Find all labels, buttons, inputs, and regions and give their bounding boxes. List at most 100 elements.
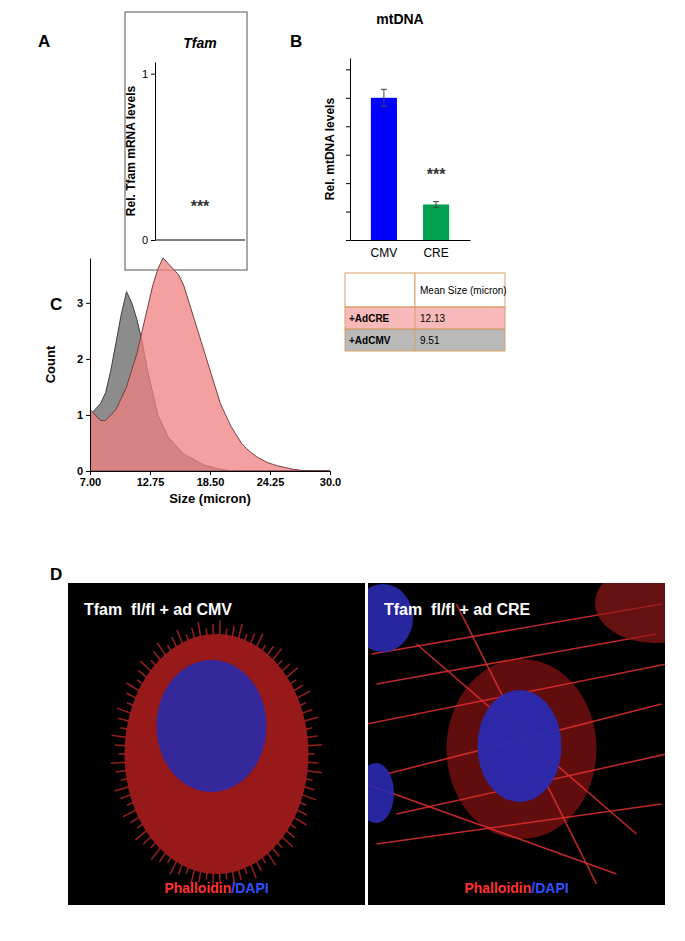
y-axis-line [350, 59, 351, 241]
panel-label: D [50, 565, 62, 584]
legend-divider [415, 329, 416, 351]
image-title: Tfam fl/fl + ad CRE [384, 601, 531, 618]
y-axis: 01 [142, 63, 156, 247]
tick: 12.75 [137, 471, 165, 488]
error-bar [381, 89, 387, 106]
tick-label: 2 [77, 353, 83, 365]
tick: 0 [77, 465, 90, 477]
stain-label-part: /DAPI [231, 880, 268, 896]
stain-label-part: Phalloidin [164, 880, 231, 896]
tick-mark [346, 155, 350, 156]
y-axis-title: Rel. Tfam mRNA levels [124, 86, 138, 217]
tick-label: 7.00 [80, 476, 101, 488]
tick-mark [86, 303, 90, 304]
legend-value: 12.13 [420, 313, 445, 324]
actin-protrusion [293, 817, 307, 825]
area-chart: 7.00 12.75 18.50 24.25 30.0 0 1 2 3 Size (micron)… [43, 258, 507, 506]
panel-label: C [50, 295, 62, 314]
actin-protrusion [135, 830, 147, 840]
tick-mark [346, 69, 350, 70]
actin-protrusion [238, 624, 242, 640]
stress-fiber [417, 644, 637, 834]
y-axis [346, 59, 351, 241]
tick-mark [270, 471, 271, 475]
actin-protrusion [306, 745, 322, 746]
x-axis-line [155, 240, 245, 241]
actin-protrusion [117, 708, 132, 713]
y-axis: 0 1 2 3 [77, 259, 91, 478]
tick-mark [346, 98, 350, 99]
tick-mark [86, 471, 90, 472]
tick: 1 [77, 409, 90, 421]
annotation: *** [191, 198, 210, 215]
actin-protrusion [170, 860, 177, 874]
stain-label-part: Phalloidin [464, 880, 531, 896]
legend-divider [415, 307, 416, 329]
area [90, 258, 330, 471]
actin-protrusion [115, 787, 130, 791]
actin-protrusion [303, 717, 318, 721]
y-axis-title: Rel. mtDNA levels [323, 98, 337, 201]
x-axis: CMV CRE [351, 241, 471, 260]
tick-label: 3 [77, 297, 83, 309]
cell-illustration [368, 583, 665, 884]
legend-title: Mean Size (micron) [420, 285, 507, 296]
legend-row [345, 329, 505, 351]
x-axis-title: Size (micron) [169, 491, 251, 506]
actin-protrusion [151, 847, 161, 860]
y-axis-line [90, 259, 91, 472]
tick: CRE [423, 246, 448, 260]
tick [346, 155, 350, 156]
nucleus [368, 584, 413, 652]
legend-row [345, 307, 505, 329]
tick-label: 18.50 [197, 476, 225, 488]
chart-title: Tfam [183, 35, 216, 51]
tick-mark [86, 359, 90, 360]
annotation: *** [427, 166, 446, 183]
tick-mark [346, 126, 350, 127]
nucleus [157, 660, 267, 792]
tick-label: CRE [423, 246, 448, 260]
actin-protrusion [140, 661, 152, 672]
tick-label: 30.0 [320, 476, 341, 488]
tick: 2 [77, 353, 90, 365]
bar-chart: CMVCRE***mtDNARel. mtDNA levels [323, 11, 471, 260]
micrograph: Tfam fl/fl + ad CREPhalloidin/DAPI [353, 563, 685, 905]
tick [346, 183, 350, 184]
actin-protrusion [306, 770, 322, 772]
actin-protrusion [219, 620, 221, 636]
image-panel: Tfam fl/fl + ad CMVPhalloidin/DAPITfam f… [68, 563, 685, 905]
bar [423, 204, 449, 240]
panel-label: A [38, 32, 50, 51]
tick-label: CMV [371, 246, 398, 260]
plot-area [90, 258, 330, 471]
error-bar [433, 202, 439, 208]
y-axis-title: Count [43, 345, 58, 383]
legend-value: 9.51 [420, 335, 440, 346]
error-bar-cap [433, 201, 439, 202]
tick-label: 1 [142, 68, 148, 80]
tick [346, 126, 350, 127]
legend-header-cell [345, 273, 415, 307]
tick-label: 0 [142, 234, 148, 246]
cell-body [125, 634, 309, 874]
image-title: Tfam fl/fl + ad CMV [84, 601, 232, 618]
tick: 30.0 [320, 471, 341, 488]
panel-label: B [290, 32, 302, 51]
nucleus [368, 763, 394, 823]
figure: 01***TfamRel. Tfam mRNA levelsACMVCRE***… [0, 0, 685, 941]
tick [346, 98, 350, 99]
actin-protrusion [296, 691, 310, 699]
tick [346, 240, 350, 241]
panel-frame [125, 12, 247, 270]
plot-area [371, 89, 449, 240]
micrograph: Tfam fl/fl + ad CMV Phalloidin/DAPI [68, 583, 365, 905]
tick: 24.25 [257, 471, 285, 488]
tick-label: 0 [77, 465, 83, 477]
tick-mark [210, 471, 211, 475]
cell-body [595, 583, 665, 643]
tick-mark [346, 212, 350, 213]
tick-label: 12.75 [137, 476, 165, 488]
tick: 3 [77, 297, 90, 309]
cell-illustration [111, 620, 322, 888]
